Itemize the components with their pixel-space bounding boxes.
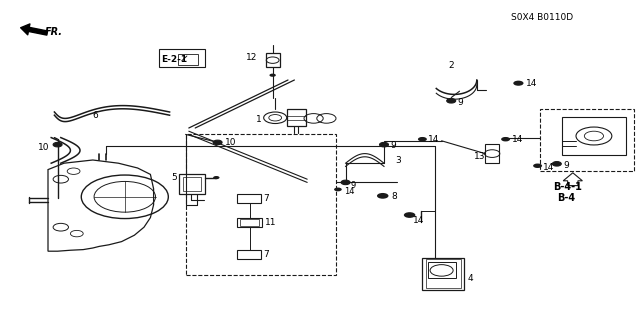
Circle shape bbox=[501, 137, 510, 141]
Circle shape bbox=[377, 193, 388, 199]
Text: 10: 10 bbox=[225, 138, 237, 147]
Text: 9: 9 bbox=[351, 181, 356, 190]
Bar bbox=[237, 218, 262, 227]
Bar bbox=[186, 134, 336, 275]
Text: 1: 1 bbox=[256, 115, 262, 124]
Bar bbox=[183, 177, 201, 191]
Bar bbox=[562, 117, 626, 155]
Text: 4: 4 bbox=[467, 274, 473, 283]
Circle shape bbox=[213, 140, 222, 145]
Bar bbox=[287, 109, 306, 126]
Bar bbox=[178, 54, 198, 65]
Circle shape bbox=[53, 142, 62, 147]
Circle shape bbox=[404, 212, 415, 218]
Text: 9: 9 bbox=[563, 161, 569, 170]
Text: 9: 9 bbox=[390, 141, 396, 150]
Text: 14: 14 bbox=[413, 216, 424, 225]
Text: 7: 7 bbox=[264, 194, 269, 203]
Text: FR.: FR. bbox=[45, 27, 63, 37]
Circle shape bbox=[533, 164, 542, 168]
Text: 14: 14 bbox=[512, 135, 524, 144]
Text: B-4: B-4 bbox=[557, 193, 575, 204]
Text: S0X4 B0110D: S0X4 B0110D bbox=[511, 13, 573, 22]
Circle shape bbox=[418, 137, 427, 141]
Bar bbox=[266, 53, 280, 67]
Circle shape bbox=[213, 176, 220, 179]
Text: 14: 14 bbox=[428, 135, 439, 144]
Circle shape bbox=[447, 99, 456, 103]
Text: 14: 14 bbox=[543, 163, 554, 172]
Text: 14: 14 bbox=[344, 188, 355, 196]
Bar bbox=[237, 194, 261, 203]
Text: 10: 10 bbox=[38, 143, 50, 152]
Bar bbox=[485, 144, 499, 163]
Bar bbox=[159, 49, 205, 67]
Text: 6: 6 bbox=[93, 111, 99, 120]
Bar bbox=[179, 174, 205, 194]
Text: E-2-1: E-2-1 bbox=[161, 55, 188, 64]
Text: 3: 3 bbox=[396, 156, 401, 165]
Circle shape bbox=[341, 180, 350, 185]
Text: 11: 11 bbox=[265, 218, 276, 227]
FancyArrowPatch shape bbox=[20, 24, 47, 35]
Circle shape bbox=[334, 188, 342, 191]
Circle shape bbox=[269, 74, 276, 77]
Text: B-4-1: B-4-1 bbox=[553, 182, 582, 192]
Bar bbox=[426, 259, 461, 288]
Text: 14: 14 bbox=[526, 79, 538, 88]
Text: 5: 5 bbox=[172, 173, 177, 182]
Bar bbox=[237, 250, 261, 259]
Text: 9: 9 bbox=[458, 98, 463, 107]
Text: 13: 13 bbox=[474, 152, 485, 161]
Text: 12: 12 bbox=[246, 53, 258, 62]
Bar bbox=[428, 262, 456, 278]
Bar bbox=[540, 109, 634, 171]
Circle shape bbox=[380, 142, 388, 147]
Bar bbox=[240, 219, 259, 226]
Circle shape bbox=[513, 81, 524, 86]
Circle shape bbox=[552, 162, 561, 166]
Text: 8: 8 bbox=[392, 192, 397, 201]
Text: 7: 7 bbox=[264, 250, 269, 259]
Bar bbox=[422, 258, 464, 290]
Text: 2: 2 bbox=[448, 61, 454, 70]
